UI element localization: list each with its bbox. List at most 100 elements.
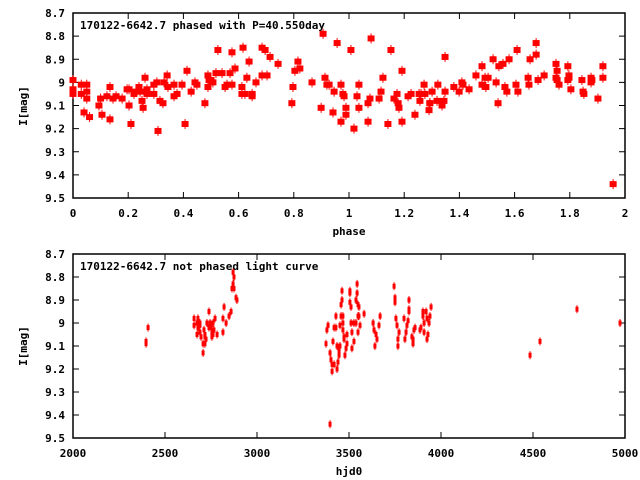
data-point <box>525 79 533 90</box>
data-point <box>198 321 202 330</box>
data-point <box>418 325 422 334</box>
data-point <box>319 28 327 39</box>
data-point <box>181 119 189 129</box>
data-point <box>396 335 400 344</box>
y-tick-label: 8.7 <box>45 248 65 261</box>
data-point <box>339 312 343 321</box>
data-point <box>334 312 338 321</box>
data-point <box>426 98 434 109</box>
data-point <box>394 314 398 323</box>
data-point <box>296 63 304 74</box>
data-point <box>387 45 395 55</box>
data-point <box>325 325 329 334</box>
data-point <box>143 88 151 99</box>
data-point <box>329 107 337 118</box>
data-point <box>371 319 375 327</box>
y-tick-label: 9 <box>58 76 65 89</box>
data-point <box>136 86 144 97</box>
data-point <box>224 319 228 327</box>
data-point <box>69 88 77 99</box>
x-tick-label: 1.8 <box>560 207 580 220</box>
data-point <box>393 88 401 99</box>
data-point <box>402 314 406 323</box>
data-point <box>350 344 354 353</box>
data-point <box>499 58 507 69</box>
data-point <box>433 95 441 106</box>
data-point <box>153 77 161 88</box>
data-point <box>328 348 332 357</box>
data-point <box>266 51 274 62</box>
data-point <box>342 335 346 344</box>
data-point <box>364 116 372 127</box>
data-point <box>609 179 617 190</box>
data-point <box>308 77 316 88</box>
data-point <box>232 284 236 293</box>
data-point <box>336 358 340 367</box>
x-tick-label: 5000 <box>612 447 639 460</box>
data-point <box>335 365 339 373</box>
data-point <box>540 70 548 81</box>
data-point <box>221 328 225 337</box>
data-point <box>375 93 383 104</box>
data-point <box>564 61 572 72</box>
data-point <box>317 102 325 113</box>
data-point <box>411 339 415 348</box>
data-point <box>396 342 400 350</box>
data-point <box>340 286 344 295</box>
data-point <box>478 79 486 90</box>
data-point <box>392 282 396 291</box>
data-point <box>405 321 409 330</box>
y-tick-label: 9.1 <box>45 100 65 113</box>
data-point <box>337 351 341 360</box>
data-point <box>379 72 387 83</box>
data-point <box>578 75 586 86</box>
data-point <box>193 79 201 90</box>
data-point <box>127 119 135 129</box>
data-point <box>192 314 196 323</box>
data-point <box>565 72 573 83</box>
data-point <box>214 45 222 55</box>
data-point <box>353 91 361 102</box>
data-point <box>221 314 225 323</box>
data-point <box>218 68 226 79</box>
data-point <box>505 54 513 65</box>
data-point <box>465 84 473 95</box>
data-point <box>422 319 426 327</box>
data-point <box>291 65 299 76</box>
data-point <box>95 100 103 111</box>
data-point <box>344 344 348 353</box>
data-point <box>342 109 350 120</box>
data-point <box>331 337 335 346</box>
y-tick-label: 9.3 <box>45 386 65 399</box>
data-point <box>395 321 399 330</box>
data-point <box>421 312 425 321</box>
phased-x-axis-label: phase <box>332 225 365 238</box>
data-point <box>349 319 353 327</box>
data-point <box>139 102 147 113</box>
data-point <box>441 86 449 97</box>
data-point <box>178 79 186 90</box>
data-point <box>160 77 168 88</box>
data-point <box>495 61 503 72</box>
data-point <box>211 319 215 327</box>
data-point <box>125 84 133 95</box>
data-point <box>213 314 217 323</box>
x-tick-label: 2 <box>622 207 629 220</box>
data-point <box>183 65 191 76</box>
data-point <box>350 123 358 134</box>
data-point <box>215 330 219 339</box>
data-point <box>599 72 607 83</box>
data-point <box>201 348 205 357</box>
data-point <box>367 33 375 44</box>
data-point <box>294 56 302 67</box>
data-point <box>343 351 347 360</box>
data-point <box>338 321 342 330</box>
data-point <box>222 302 226 311</box>
data-point <box>514 86 522 97</box>
data-point <box>427 319 431 327</box>
data-point <box>411 109 419 120</box>
data-point <box>335 342 339 350</box>
data-point <box>163 70 171 81</box>
data-point <box>513 45 521 55</box>
y-tick-label: 9.5 <box>45 432 65 445</box>
